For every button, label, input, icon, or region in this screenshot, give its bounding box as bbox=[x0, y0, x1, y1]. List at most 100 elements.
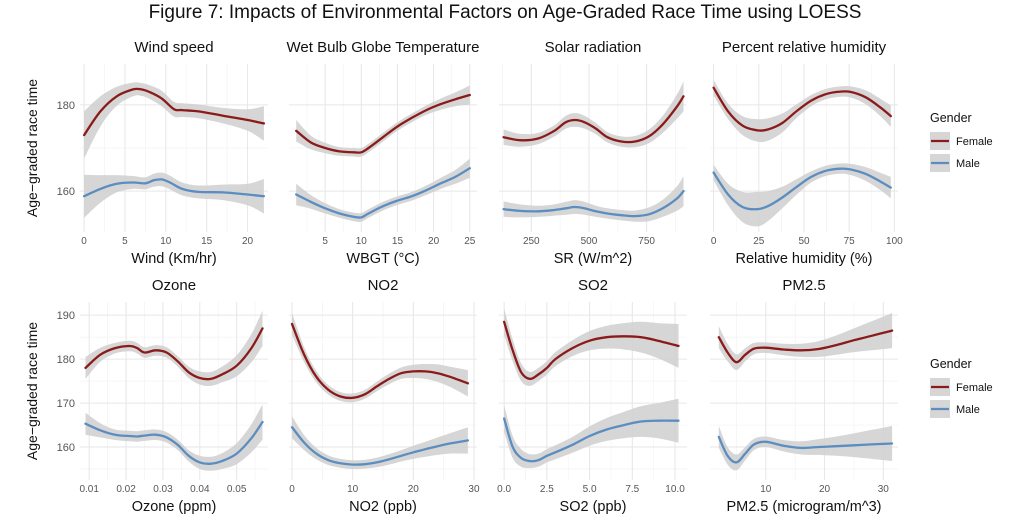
confidence-band-male bbox=[85, 404, 263, 471]
panel-8: 10 20 30 PM2.5 PM2.5 (microgram/m^3) bbox=[710, 277, 898, 515]
loess-line-male bbox=[502, 417, 680, 463]
confidence-band-female bbox=[718, 313, 893, 371]
legend-1: Gender Female Male bbox=[930, 111, 993, 172]
loess-line-male bbox=[295, 167, 471, 219]
legend-label-female: Female bbox=[956, 382, 993, 394]
x-tick-label: 0.05 bbox=[227, 484, 247, 495]
x-axis-label: Wind (Km/hr) bbox=[131, 251, 216, 267]
loess-line-female bbox=[502, 320, 680, 381]
loess-line-male bbox=[502, 189, 685, 218]
loess-line-female bbox=[712, 86, 892, 132]
x-tick-label: 75 bbox=[844, 236, 856, 247]
loess-line-female bbox=[290, 322, 470, 400]
loess-line-male bbox=[712, 167, 892, 211]
loess-line-female bbox=[717, 329, 894, 364]
x-tick-label: 5 bbox=[322, 236, 328, 247]
x-axis-label: WBGT (°C) bbox=[346, 251, 419, 267]
legend-title: Gender bbox=[930, 357, 972, 371]
y-axis-label-row-1: Age−graded race time bbox=[24, 79, 40, 217]
x-tick-label: 10 bbox=[160, 236, 172, 247]
x-tick-label: 20 bbox=[408, 484, 420, 495]
y-tick-label: 160 bbox=[57, 442, 75, 454]
panel-title: Wet Bulb Globe Temperature bbox=[287, 39, 480, 56]
confidence-band-female bbox=[84, 82, 264, 159]
x-tick-label: 0.0 bbox=[497, 484, 511, 495]
x-axis-label: NO2 (ppb) bbox=[349, 499, 417, 515]
legend-2: Gender Female Male bbox=[930, 357, 993, 418]
loess-line-female bbox=[84, 327, 264, 381]
panel-title: Solar radiation bbox=[545, 39, 642, 56]
x-tick-label: 15 bbox=[392, 236, 404, 247]
y-tick-label: 180 bbox=[57, 354, 75, 366]
confidence-band-female bbox=[85, 310, 263, 387]
x-tick-label: 50 bbox=[798, 236, 810, 247]
x-tick-label: 750 bbox=[638, 236, 655, 247]
x-tick-label: 0.03 bbox=[153, 484, 173, 495]
confidence-band-male bbox=[292, 416, 468, 470]
x-axis-label: SO2 (ppb) bbox=[560, 499, 627, 515]
x-tick-label: 0.01 bbox=[79, 484, 99, 495]
x-tick-label: 2.5 bbox=[540, 484, 554, 495]
x-tick-label: 100 bbox=[886, 236, 903, 247]
x-tick-label: 25 bbox=[464, 236, 476, 247]
loess-line-male bbox=[84, 420, 264, 465]
panel-title: SO2 bbox=[578, 277, 608, 294]
x-tick-label: 10 bbox=[347, 484, 359, 495]
panel-title: Percent relative humidity bbox=[722, 39, 887, 56]
x-tick-label: 5.0 bbox=[583, 484, 597, 495]
loess-line-female bbox=[295, 93, 471, 154]
x-tick-label: 0.04 bbox=[190, 484, 210, 495]
x-tick-label: 0.02 bbox=[116, 484, 136, 495]
x-tick-label: 20 bbox=[428, 236, 440, 247]
x-axis-label: Relative humidity (%) bbox=[736, 251, 873, 267]
x-axis-label: SR (W/m^2) bbox=[554, 251, 633, 267]
x-tick-label: 0 bbox=[289, 484, 295, 495]
legend-label-male: Male bbox=[956, 158, 980, 170]
y-tick-label: 170 bbox=[57, 398, 75, 410]
x-tick-label: 25 bbox=[753, 236, 765, 247]
confidence-band-male bbox=[713, 163, 891, 227]
figure-title: Figure 7: Impacts of Environmental Facto… bbox=[148, 2, 862, 23]
confidence-band-female bbox=[503, 81, 684, 148]
legend-title: Gender bbox=[930, 111, 972, 125]
x-tick-label: 20 bbox=[819, 484, 831, 495]
x-axis-label: PM2.5 (microgram/m^3) bbox=[726, 499, 881, 515]
panel-5: 0.01 0.02 0.03 0.04 0.05 160 170 180 190 Ozone Ozo… bbox=[57, 277, 268, 515]
legend-label-male: Male bbox=[956, 404, 980, 416]
x-tick-label: 500 bbox=[581, 236, 598, 247]
x-tick-label: 30 bbox=[878, 484, 890, 495]
panel-3: 250 500 750 Solar radiation SR (W/m^2) bbox=[499, 39, 687, 267]
x-tick-label: 10.0 bbox=[665, 484, 685, 495]
panel-title: NO2 bbox=[368, 277, 399, 294]
x-tick-label: 30 bbox=[468, 484, 480, 495]
x-tick-label: 7.5 bbox=[625, 484, 639, 495]
panel-7: 0.0 2.5 5.0 7.5 10.0 SO2 SO2 (ppb) bbox=[497, 277, 687, 515]
loess-line-female bbox=[502, 95, 685, 144]
y-tick-label: 190 bbox=[57, 310, 75, 322]
confidence-band-female bbox=[713, 79, 891, 143]
x-tick-label: 10 bbox=[760, 484, 772, 495]
y-tick-label: 180 bbox=[57, 100, 75, 112]
loess-line-male bbox=[290, 426, 470, 466]
confidence-band-male bbox=[504, 398, 679, 469]
confidence-band-female bbox=[296, 85, 470, 157]
panel-2: 5 10 15 20 25 Wet Bulb Globe Temperature WBGT … bbox=[287, 39, 480, 267]
x-tick-label: 15 bbox=[201, 236, 213, 247]
panel-title: PM2.5 bbox=[782, 277, 825, 294]
confidence-band-male bbox=[296, 158, 470, 222]
y-axis-label-row-2: Age−graded race time bbox=[24, 322, 40, 460]
legend-label-female: Female bbox=[956, 136, 993, 148]
loess-line-male bbox=[82, 178, 266, 198]
loess-line-male bbox=[717, 435, 894, 464]
panel-title: Wind speed bbox=[134, 39, 213, 56]
panel-1: 0 5 10 15 20 160 180 Wind speed Wind (Km/hr) bbox=[57, 39, 268, 267]
x-tick-label: 10 bbox=[356, 236, 368, 247]
y-tick-label: 160 bbox=[57, 186, 75, 198]
panel-4: 0 25 50 75 100 Percent relative humidity Relat… bbox=[710, 39, 903, 267]
x-tick-label: 0 bbox=[711, 236, 717, 247]
loess-line-female bbox=[82, 87, 266, 137]
x-tick-label: 20 bbox=[242, 236, 254, 247]
confidence-band-male bbox=[84, 172, 264, 218]
x-tick-label: 5 bbox=[122, 236, 128, 247]
